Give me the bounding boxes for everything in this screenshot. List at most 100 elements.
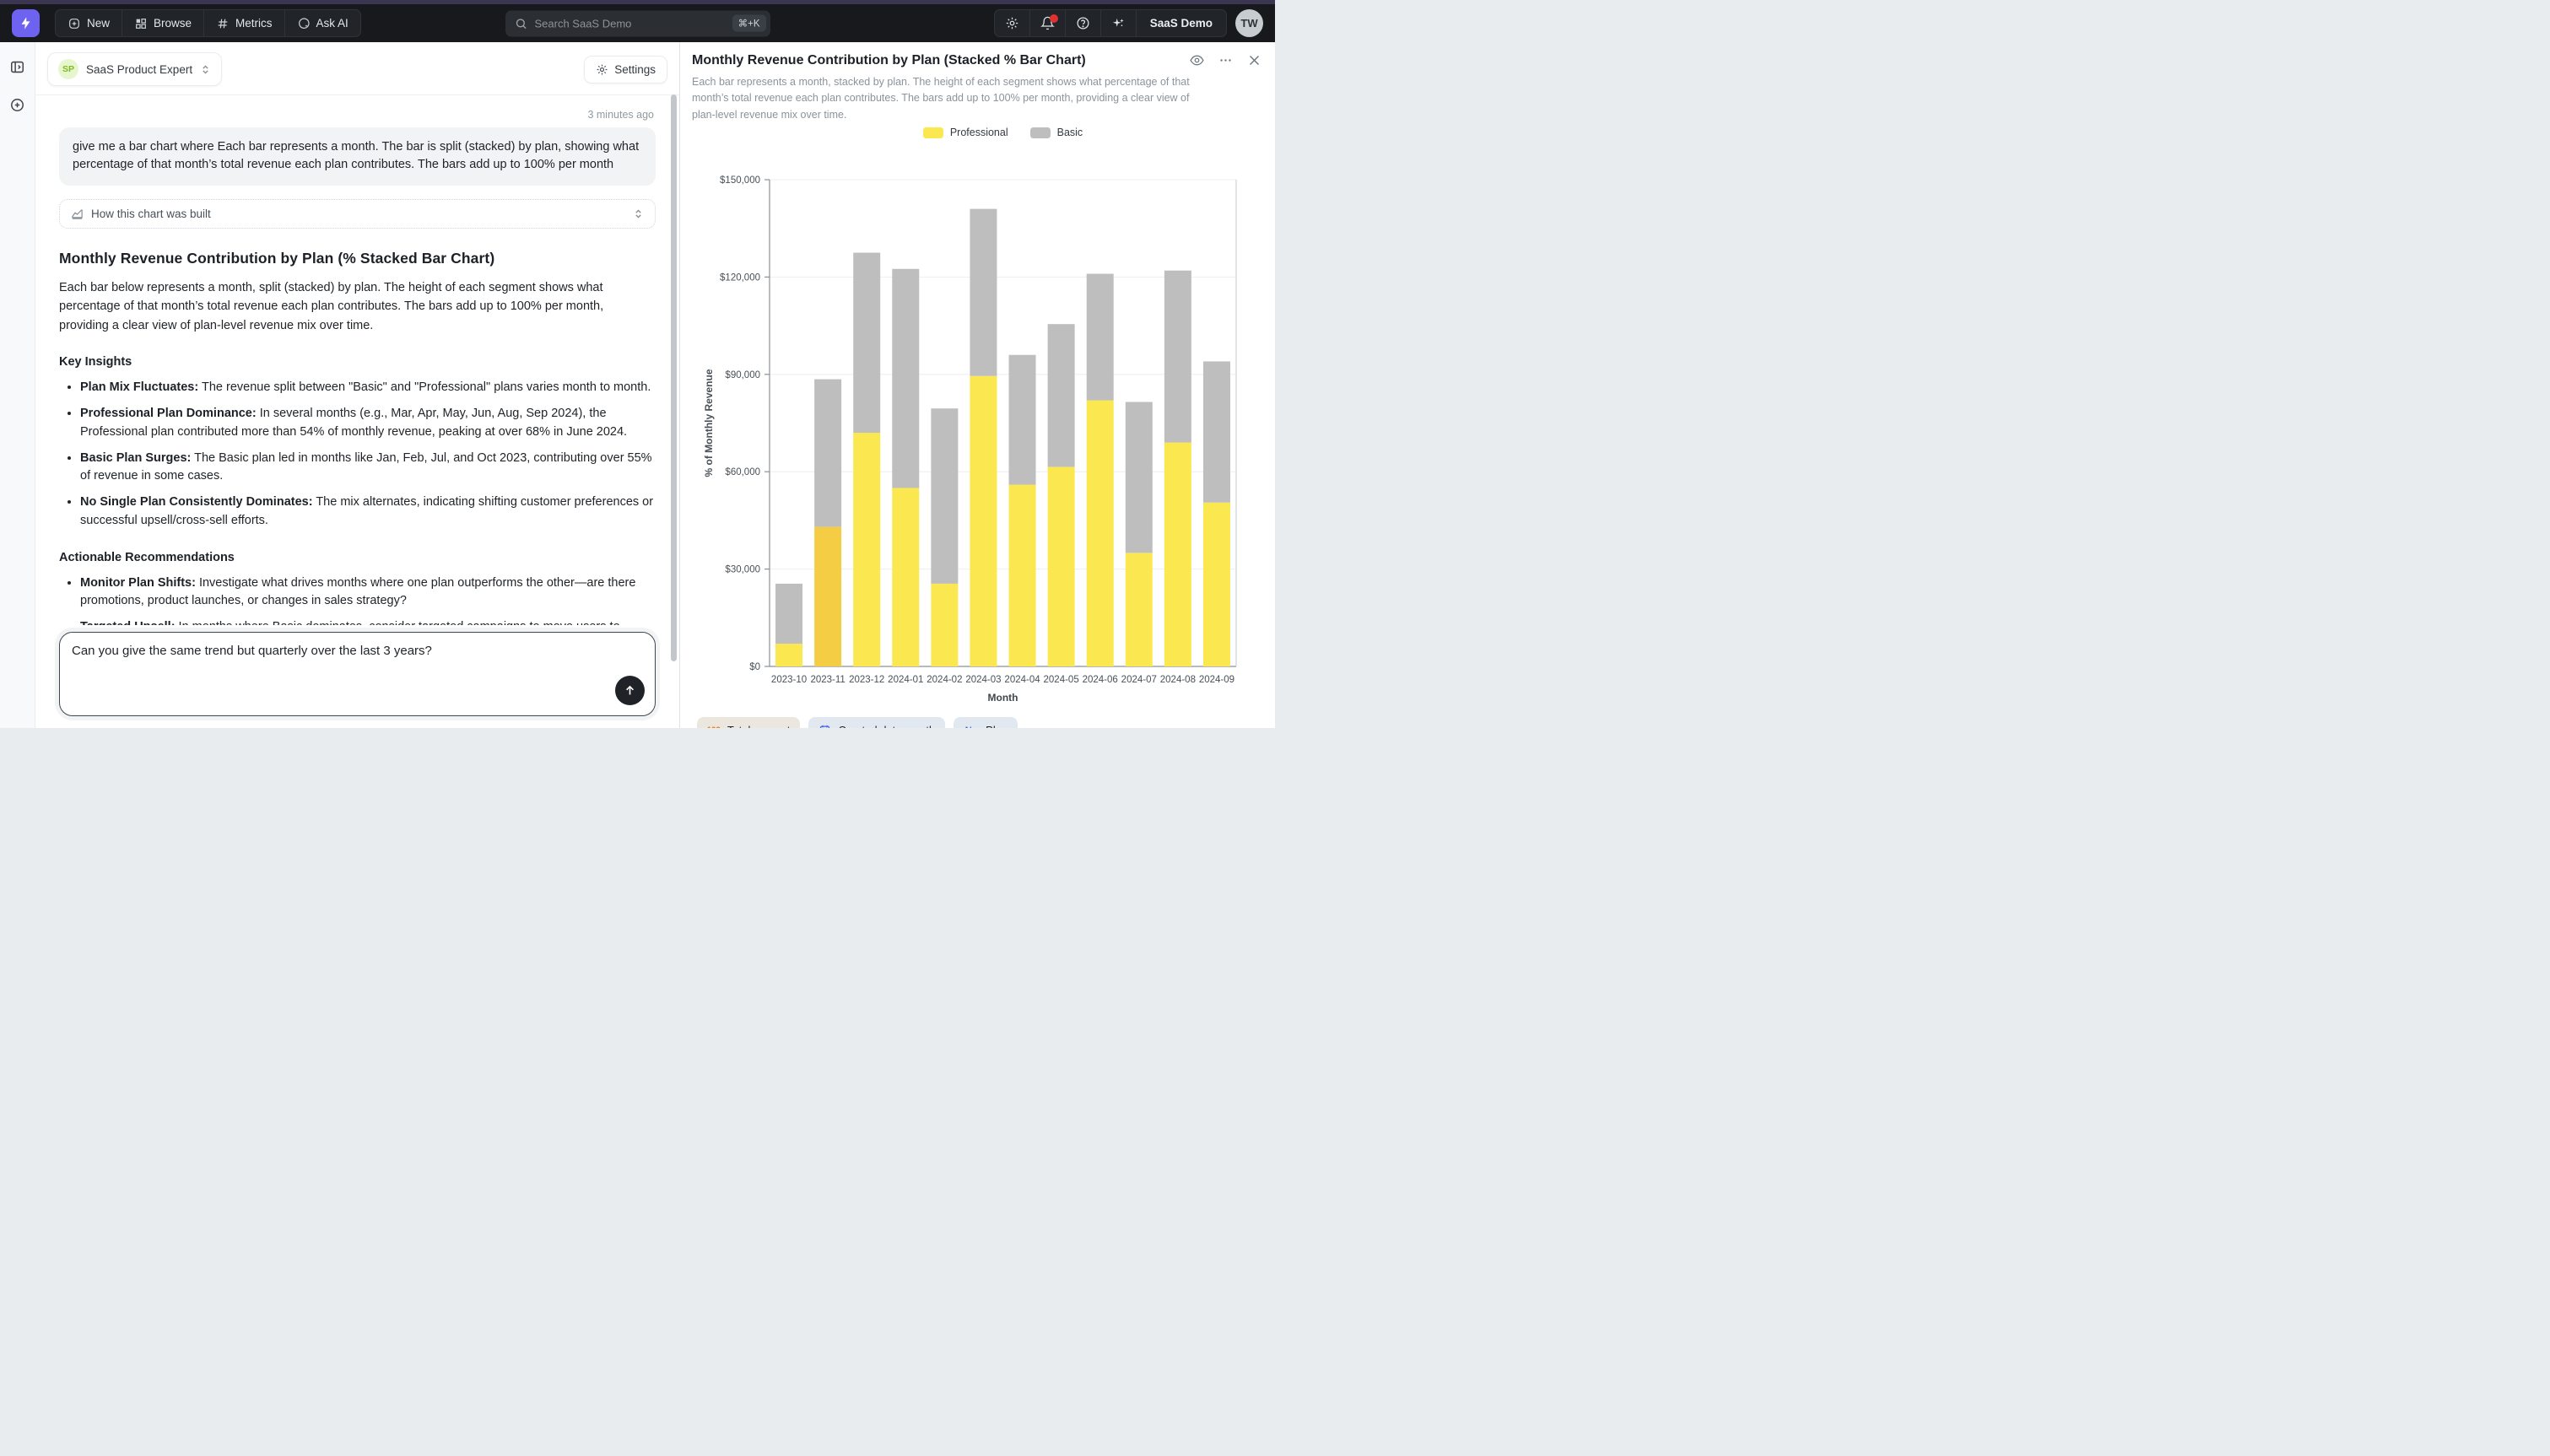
legend-swatch [922,127,943,138]
left-rail [0,42,35,728]
agent-selector[interactable]: SP SaaS Product Expert [47,52,223,86]
bar-segment-professional-2023-12[interactable] [853,433,881,666]
legend-item-basic[interactable]: Basic [1029,127,1083,138]
chat-message-list[interactable]: 3 minutes ago give me a bar chart where … [35,95,679,625]
search-shortcut-badge: ⌘+K [732,14,766,32]
bar-segment-basic-2024-09[interactable] [1202,361,1230,503]
x-tick-label: 2024-05 [1044,675,1079,685]
bar-segment-professional-2024-08[interactable] [1164,442,1191,666]
bar-segment-basic-2024-01[interactable] [892,268,920,488]
nav-item-metrics[interactable]: Metrics [204,10,285,36]
bar-segment-professional-2024-03[interactable] [970,375,997,666]
bar-segment-basic-2023-10[interactable] [775,583,803,644]
ai-sparkles-button[interactable] [1101,10,1137,36]
nav-item-label: Metrics [235,17,273,30]
notifications-bell-button[interactable] [1030,10,1066,36]
recommendation-item: Monitor Plan Shifts: Investigate what dr… [80,574,656,612]
chat-composer [59,632,656,716]
close-icon [1250,56,1259,65]
x-tick-label: 2024-03 [965,675,1001,685]
how-chart-was-built-toggle[interactable]: How this chart was built [59,198,656,229]
message-timestamp: 3 minutes ago [587,109,654,121]
bar-segment-professional-2024-01[interactable] [892,488,920,666]
bar-segment-professional-2024-06[interactable] [1086,400,1114,666]
bar-segment-basic-2023-12[interactable] [853,252,881,434]
chart-more-menu-button[interactable] [1218,53,1233,67]
nav-menu-group: New Browse Metrics Ask AI [55,9,361,37]
chart-panel: Monthly Revenue Contribution by Plan (St… [680,42,1275,728]
legend-item-professional[interactable]: Professional [922,127,1008,138]
expand-sidebar-icon[interactable] [9,59,25,75]
arrow-up-icon [626,685,634,695]
bar-segment-professional-2024-09[interactable] [1202,502,1230,666]
chat-scrollbar-thumb[interactable] [671,94,677,661]
bar-segment-basic-2024-02[interactable] [931,408,959,584]
notification-badge-dot [1049,14,1058,23]
close-panel-button[interactable] [1247,53,1261,67]
chat-star-icon [297,17,311,30]
field-tag-label: Total amount [727,724,790,729]
nav-item-label: New [87,17,111,30]
bar-segment-professional-2023-11[interactable] [814,526,842,666]
recommendations-list: Monitor Plan Shifts: Investigate what dr… [80,574,656,625]
chevron-updown-icon [635,209,641,218]
y-tick-label: $150,000 [720,175,760,186]
bar-segment-basic-2024-08[interactable] [1164,270,1191,443]
field-tag-created-date-month[interactable]: Created date month [808,717,946,728]
bar-segment-basic-2024-06[interactable] [1086,273,1114,401]
app-logo[interactable] [12,9,40,37]
field-tag-total-amount[interactable]: 123 Total amount [697,717,801,729]
insight-item: Plan Mix Fluctuates: The revenue split b… [80,379,656,397]
legend-label: Basic [1056,127,1083,138]
nav-item-label: Browse [154,17,192,30]
insights-heading: Key Insights [59,355,132,369]
chevron-updown-icon [203,65,208,73]
recommendations-heading: Actionable Recommendations [59,550,235,564]
hash-icon [216,17,230,30]
bar-segment-professional-2024-05[interactable] [1047,466,1075,666]
chat-input[interactable] [60,633,655,711]
bar-segment-professional-2024-02[interactable] [931,583,959,666]
view-chart-button[interactable] [1190,53,1204,67]
nav-item-browse[interactable]: Browse [122,10,205,36]
new-chat-plus-icon[interactable] [9,97,25,113]
answer-intro: Each bar below represents a month, split… [59,280,604,332]
grid-icon [134,17,148,30]
bar-segment-basic-2024-07[interactable] [1125,402,1153,553]
help-circle-icon [1077,17,1089,30]
agent-settings-button[interactable]: Settings [584,55,667,84]
chart-line-icon [72,209,83,219]
bar-segment-basic-2024-04[interactable] [1008,354,1036,485]
settings-gear-button[interactable] [995,10,1030,36]
user-avatar[interactable]: TW [1235,9,1263,37]
chart-legend: Professional Basic [770,127,1236,138]
search-icon [516,18,527,29]
plus-square-icon [68,17,81,30]
gear-icon [1006,17,1018,30]
bar-segment-professional-2023-10[interactable] [775,644,803,666]
chart-canvas: $0 $30,000 $60,000 $90,000 $120,000 $150,000 2… [703,175,1237,704]
nav-item-ask-ai[interactable]: Ask AI [285,10,360,36]
how-chart-was-built-label: How this chart was built [91,207,211,220]
eye-icon [1190,55,1204,66]
nav-item-label: Ask AI [316,17,348,30]
bar-segment-professional-2024-07[interactable] [1125,553,1153,666]
chart-panel-title: Monthly Revenue Contribution by Plan (St… [692,53,1086,67]
bar-segment-basic-2023-11[interactable] [814,379,842,527]
bar-segment-professional-2024-04[interactable] [1008,484,1036,666]
org-switcher-button[interactable]: SaaS Demo [1149,17,1213,30]
bar-segment-basic-2024-05[interactable] [1047,324,1075,467]
x-tick-label: 2024-09 [1199,675,1234,685]
x-tick-label: 2023-10 [771,675,807,685]
user-message-bubble: give me a bar chart where Each bar repre… [59,127,656,186]
send-message-button[interactable] [615,676,645,705]
global-search-input[interactable]: Search SaaS Demo ⌘+K [505,10,770,36]
x-axis-title: Month [988,692,1018,704]
nav-item-new[interactable]: New [56,10,123,36]
x-tick-label: 2024-07 [1121,675,1157,685]
help-button[interactable] [1066,10,1101,36]
legend-label: Professional [949,127,1008,138]
bar-segment-basic-2024-03[interactable] [970,208,997,376]
agent-name: SaaS Product Expert [86,62,193,76]
field-tag-plan[interactable]: Abc Plan [954,717,1018,728]
